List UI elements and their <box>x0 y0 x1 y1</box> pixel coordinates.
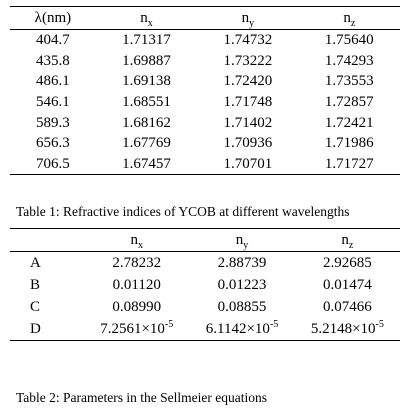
wavelength-cell: 589.3 <box>36 114 70 131</box>
refractive-index-table: λ(nm) nx ny nz 404.7 1.71317 1.74732 1.7… <box>10 6 400 176</box>
table1-caption: Table 1: Refractive indices of YCOB at d… <box>16 204 350 219</box>
wavelength-cell: 656.3 <box>36 135 70 152</box>
table2-header-row: nx ny nz <box>10 228 400 252</box>
ny-cell: 1.74732 <box>223 32 273 49</box>
nz-cell: 1.71727 <box>324 155 374 172</box>
ny-cell: 0.08855 <box>217 299 267 315</box>
table-row: 546.1 1.68551 1.71748 1.72857 <box>10 92 400 113</box>
ny-cell: 6.1142×10-5 <box>205 319 279 338</box>
table1-header-nx: nx <box>95 6 198 30</box>
nz-cell: 0.07466 <box>322 299 372 315</box>
nx-cell: 1.67457 <box>122 155 171 172</box>
nx-cell: 2.78232 <box>112 255 162 271</box>
nz-cell: 1.72857 <box>324 94 374 111</box>
nz-cell: 1.75640 <box>324 32 374 49</box>
table1-header-row: λ(nm) nx ny nz <box>10 6 400 30</box>
table1-header-ny: ny <box>197 6 299 30</box>
parameter-cell: C <box>30 299 41 315</box>
nx-cell: 1.68162 <box>122 114 171 131</box>
table-row: 435.8 1.69887 1.73222 1.74293 <box>10 51 400 72</box>
table-row: 486.1 1.69138 1.72420 1.73553 <box>10 71 400 92</box>
wavelength-cell: 706.5 <box>36 155 70 172</box>
table-row: 404.7 1.71317 1.74732 1.75640 <box>10 30 400 51</box>
table2-caption: Table 2: Parameters in the Sellmeier equ… <box>16 390 267 405</box>
table2: nx ny nz A 2.78232 2.88739 2.92685 B 0.0… <box>10 228 400 341</box>
ny-cell: 1.71402 <box>223 114 273 131</box>
nz-cell: 1.72421 <box>324 114 374 131</box>
nz-cell: 1.73553 <box>324 73 374 90</box>
nx-cell: 1.69887 <box>122 52 171 69</box>
wavelength-cell: 486.1 <box>36 73 70 90</box>
table2-header-ny: ny <box>189 228 295 252</box>
ny-cell: 1.71748 <box>223 94 273 111</box>
nx-cell: 1.67769 <box>122 135 171 152</box>
nz-cell: 1.71986 <box>324 135 374 152</box>
wavelength-cell: 435.8 <box>36 52 70 69</box>
nz-cell: 0.01474 <box>322 277 372 293</box>
nx-cell: 1.71317 <box>122 32 171 49</box>
table2-header-empty <box>10 228 85 252</box>
nz-cell: 5.2148×10-5 <box>310 319 384 338</box>
table-row: A 2.78232 2.88739 2.92685 <box>10 252 400 275</box>
table1-header-nz: nz <box>298 6 400 30</box>
wavelength-cell: 546.1 <box>36 94 70 111</box>
nx-cell: 0.08990 <box>112 299 162 315</box>
table2-header-nz: nz <box>294 228 400 252</box>
nx-cell: 1.69138 <box>122 73 171 90</box>
table-row: 706.5 1.67457 1.70701 1.71727 <box>10 154 400 175</box>
nx-cell: 0.01120 <box>112 277 161 293</box>
table-row: D 7.2561×10-5 6.1142×10-5 5.2148×10-5 <box>10 318 400 341</box>
table-row: 589.3 1.68162 1.71402 1.72421 <box>10 112 400 133</box>
ny-cell: 1.70701 <box>223 155 273 172</box>
table-row: B 0.01120 0.01223 0.01474 <box>10 274 400 296</box>
nx-cell: 7.2561×10-5 <box>100 319 174 338</box>
ny-cell: 0.01223 <box>217 277 267 293</box>
table-row: 656.3 1.67769 1.70936 1.71986 <box>10 133 400 154</box>
ny-cell: 1.73222 <box>223 52 273 69</box>
table1: λ(nm) nx ny nz 404.7 1.71317 1.74732 1.7… <box>10 6 400 176</box>
nx-cell: 1.68551 <box>122 94 171 111</box>
nz-cell: 1.74293 <box>324 52 374 69</box>
sellmeier-parameters-table: nx ny nz A 2.78232 2.88739 2.92685 B 0.0… <box>10 228 400 341</box>
wavelength-cell: 404.7 <box>36 32 70 49</box>
parameter-cell: B <box>30 277 41 293</box>
parameter-cell: A <box>30 255 41 271</box>
table2-header-nx: nx <box>84 228 190 252</box>
ny-cell: 1.72420 <box>223 73 273 90</box>
table1-header-wavelength: λ(nm) <box>10 6 96 30</box>
ny-cell: 1.70936 <box>223 135 273 152</box>
nz-cell: 2.92685 <box>322 255 372 271</box>
table-row: C 0.08990 0.08855 0.07466 <box>10 296 400 318</box>
parameter-cell: D <box>30 321 41 337</box>
ny-cell: 2.88739 <box>217 255 267 271</box>
